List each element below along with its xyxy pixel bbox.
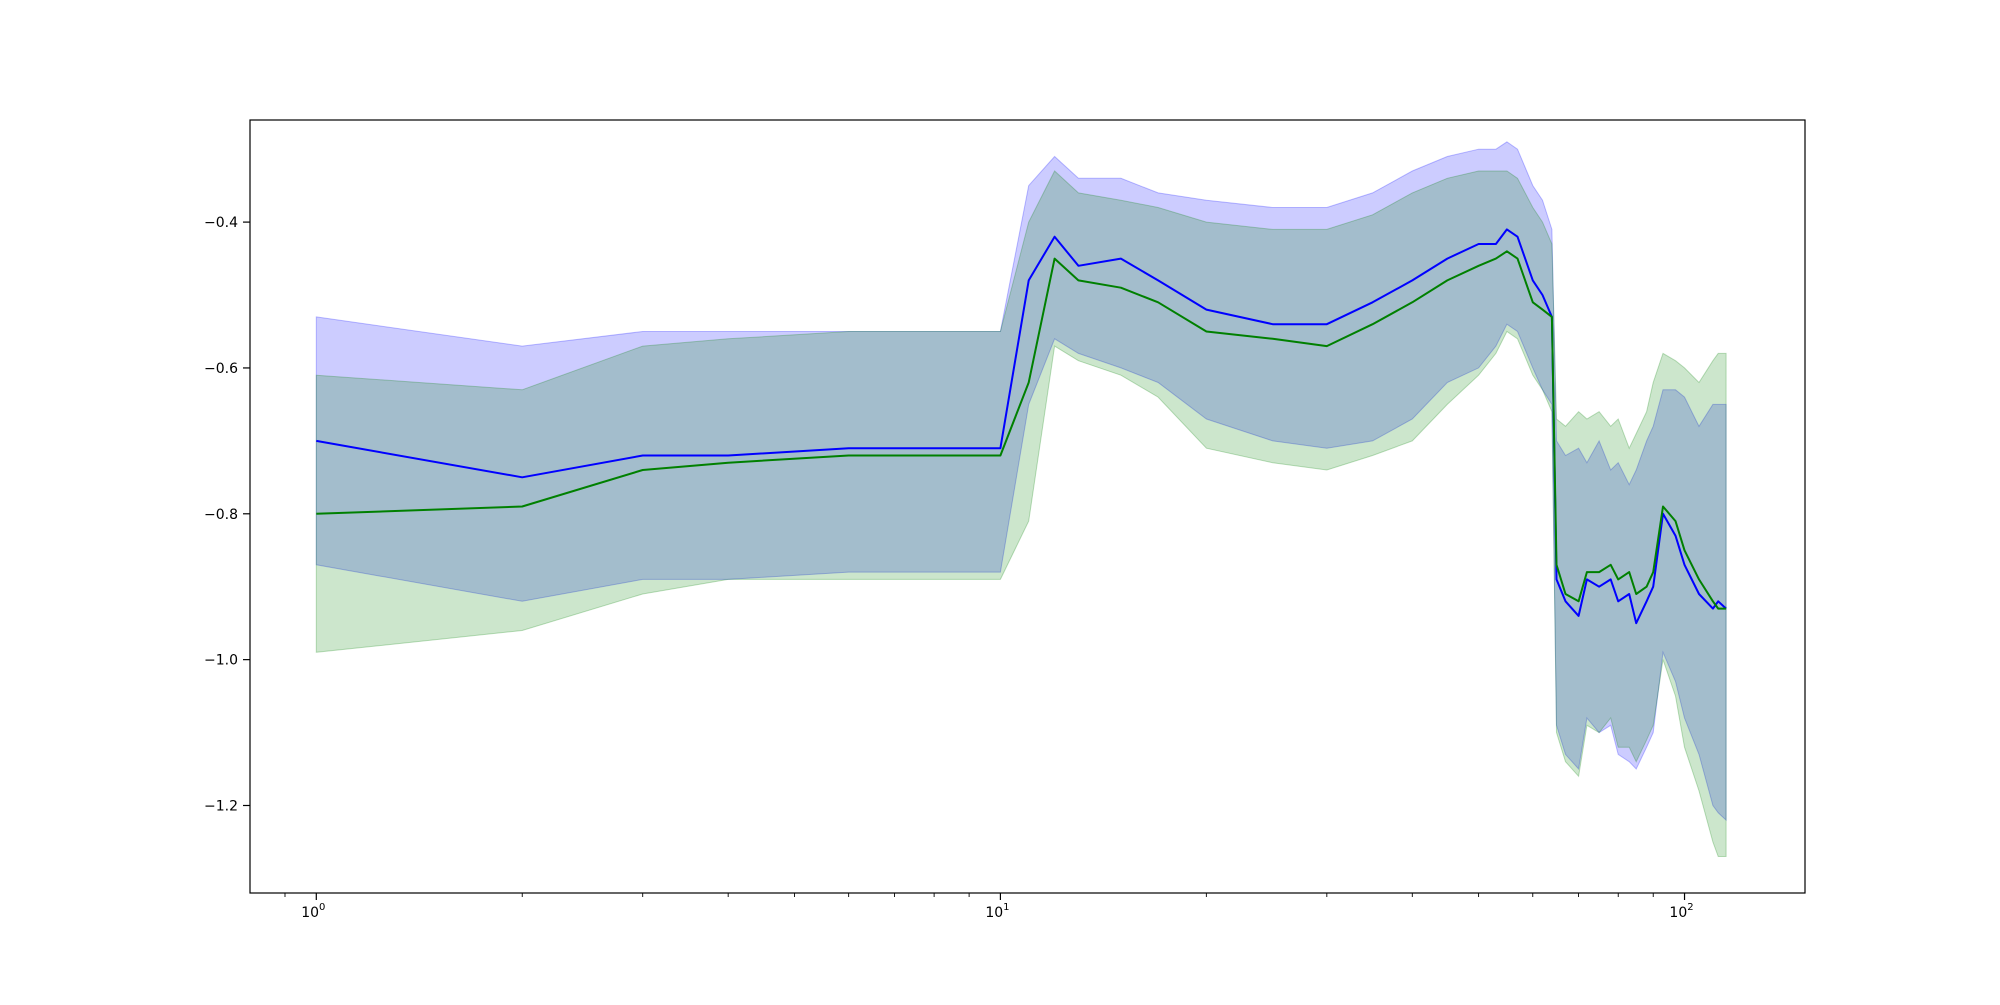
x-tick-label: 100: [301, 902, 325, 921]
series-2-line: [316, 250, 1727, 610]
x-tick-exponent: 1: [1003, 902, 1009, 913]
y-tick-label: −0.6: [204, 361, 238, 377]
series-2-band: [315, 170, 1727, 857]
x-tick-label: 102: [1669, 902, 1693, 921]
x-tick-exponent: 0: [319, 902, 325, 913]
series-1-line: [316, 228, 1727, 625]
series-1-band: [315, 141, 1727, 822]
y-tick-label: −0.8: [204, 507, 238, 523]
plot-frame: [249, 119, 1806, 894]
x-tick-base: 10: [1669, 905, 1687, 921]
series-lines: [316, 228, 1727, 625]
y-tick-label: −1.0: [204, 653, 238, 669]
x-tick-label: 101: [985, 902, 1009, 921]
x-tick-exponent: 2: [1687, 902, 1693, 913]
y-tick-label: −1.2: [204, 798, 238, 814]
x-tick-base: 10: [985, 905, 1003, 921]
confidence-bands: [315, 141, 1727, 857]
y-tick-label: −0.4: [204, 215, 238, 231]
x-tick-base: 10: [301, 905, 319, 921]
